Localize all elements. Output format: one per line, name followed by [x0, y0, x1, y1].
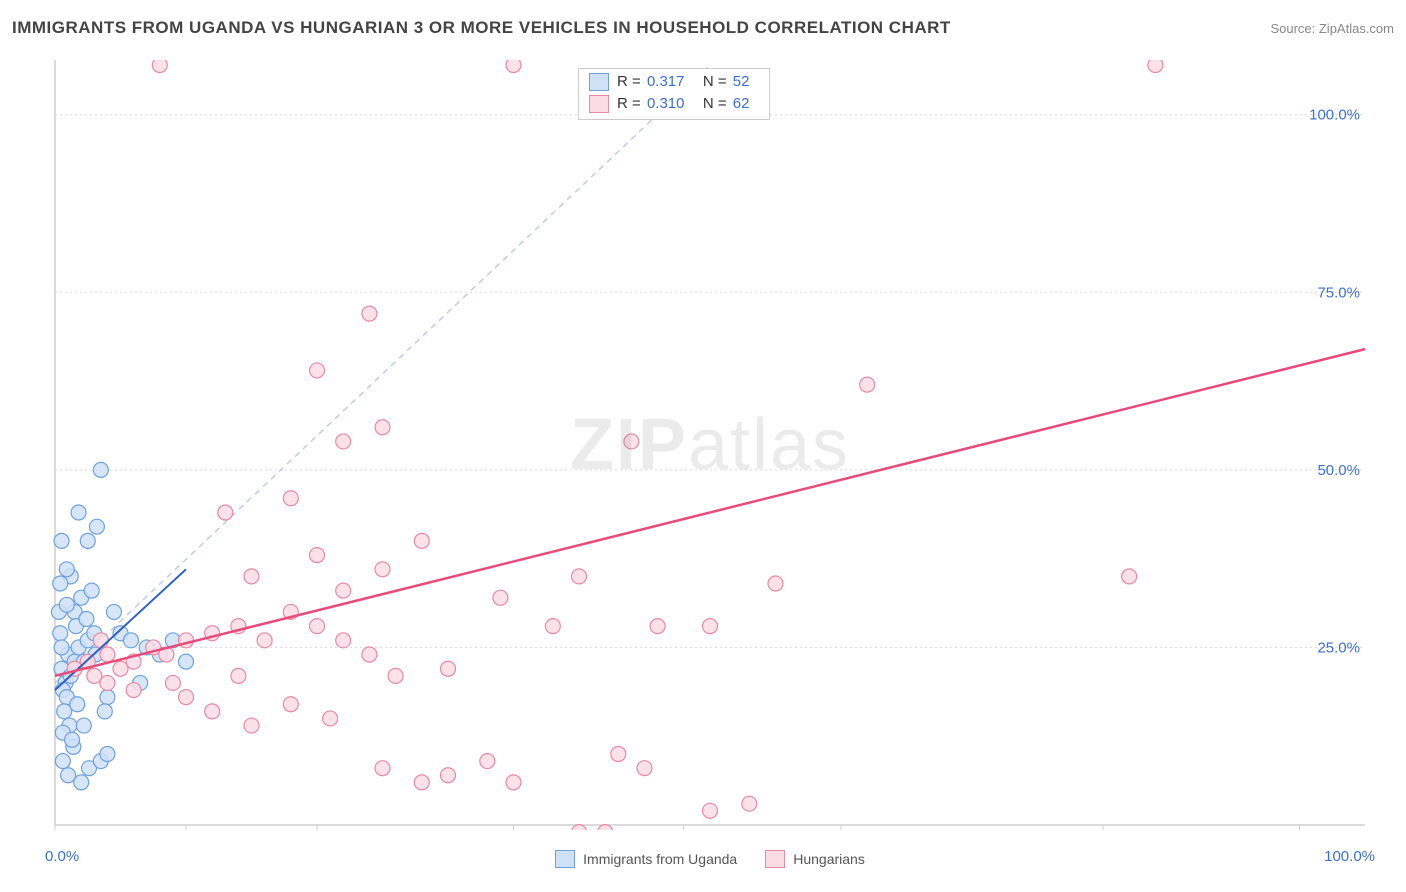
svg-text:100.0%: 100.0% [1309, 107, 1360, 124]
source-link[interactable]: ZipAtlas.com [1319, 21, 1394, 36]
x-axis-end-label: 100.0% [1324, 848, 1375, 865]
header: IMMIGRANTS FROM UGANDA VS HUNGARIAN 3 OR… [12, 18, 1394, 38]
legend-swatch [589, 95, 609, 113]
legend-swatch [555, 850, 575, 868]
legend-item: Hungarians [765, 850, 865, 868]
correlation-legend: R = 0.317 N = 52R = 0.310 N = 62 [578, 68, 770, 120]
legend-item: Immigrants from Uganda [555, 850, 737, 868]
chart-area: 25.0%50.0%75.0%100.0% ZIPatlas R = 0.317… [50, 60, 1370, 830]
legend-swatch [765, 850, 785, 868]
x-axis-origin-label: 0.0% [45, 848, 79, 865]
chart-title: IMMIGRANTS FROM UGANDA VS HUNGARIAN 3 OR… [12, 18, 951, 38]
legend-swatch [589, 73, 609, 91]
legend-row: R = 0.317 N = 52 [589, 71, 759, 93]
svg-text:50.0%: 50.0% [1317, 462, 1360, 479]
source-label: Source: ZipAtlas.com [1270, 21, 1394, 36]
svg-text:75.0%: 75.0% [1317, 284, 1360, 301]
legend-label: Hungarians [793, 851, 865, 867]
series-legend: Immigrants from Uganda Hungarians [50, 850, 1370, 868]
legend-row: R = 0.310 N = 62 [589, 93, 759, 115]
scatter-chart: 25.0% 50.0% 75.0% 100.0% [50, 60, 1370, 830]
legend-label: Immigrants from Uganda [583, 851, 737, 867]
svg-text:25.0%: 25.0% [1317, 639, 1360, 656]
